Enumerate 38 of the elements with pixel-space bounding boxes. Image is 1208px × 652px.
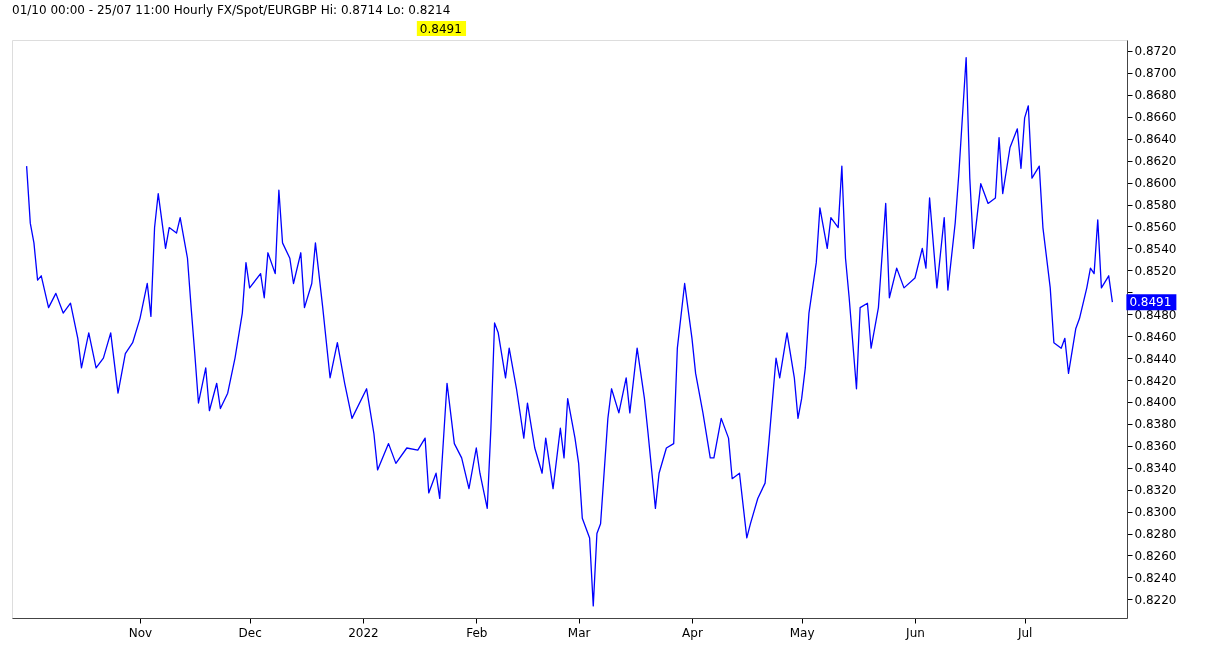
text: 0.8491 [419,22,462,36]
y-tick-label: 0.8260 [1134,548,1177,563]
annotation: 0.8491 [1129,295,1172,310]
x-tick-label: 2022 [348,625,379,640]
y-tick-label: 0.8620 [1134,154,1177,169]
x-tick-label: Dec [238,625,262,640]
y-tick-label: 0.8480 [1134,307,1177,322]
x-tick-label: Jun [905,625,925,640]
y-tick-label: 0.8420 [1134,373,1177,388]
x-tick-label: May [789,625,815,640]
x-tick-label: Apr [682,625,703,640]
y-tick-label: 0.8680 [1134,88,1177,103]
y-tick-label: 0.8380 [1134,417,1177,432]
y-tick-label: 0.8300 [1134,505,1177,520]
x-tick-label: Jul [1016,625,1033,640]
y-tick-label: 0.8560 [1134,219,1177,234]
y-tick-label: 0.8280 [1134,527,1177,542]
y-tick-label: 0.8660 [1134,110,1177,125]
y-tick-label: 0.8600 [1134,176,1177,191]
chart-title: 01/10 00:00 - 25/07 11:00 Hourly FX/Spot/EURGBP Hi: 0.8714 Lo: 0.8214 [12,3,451,17]
y-tick-label: 0.8320 [1134,483,1177,498]
y-tick-label: 0.8700 [1134,66,1177,81]
y-tick-label: 0.8400 [1134,395,1177,410]
y-tick-label: 0.8520 [1134,263,1177,278]
y-tick-label: 0.8640 [1134,132,1177,147]
y-tick-label: 0.8720 [1134,44,1177,59]
y-tick-label: 0.8580 [1134,198,1177,213]
x-tick-label: Mar [567,625,591,640]
y-tick-label: 0.8540 [1134,241,1177,256]
y-tick-label: 0.8440 [1134,351,1177,366]
y-tick-label: 0.8340 [1134,461,1177,476]
y-tick-label: 0.8460 [1134,329,1177,344]
y-tick-label: 0.8220 [1134,592,1177,607]
y-tick-label: 0.8360 [1134,439,1177,454]
x-tick-label: Feb [466,625,488,640]
y-tick-label: 0.8240 [1134,570,1177,585]
x-tick-label: Nov [128,625,153,640]
line-series [25,56,1114,607]
